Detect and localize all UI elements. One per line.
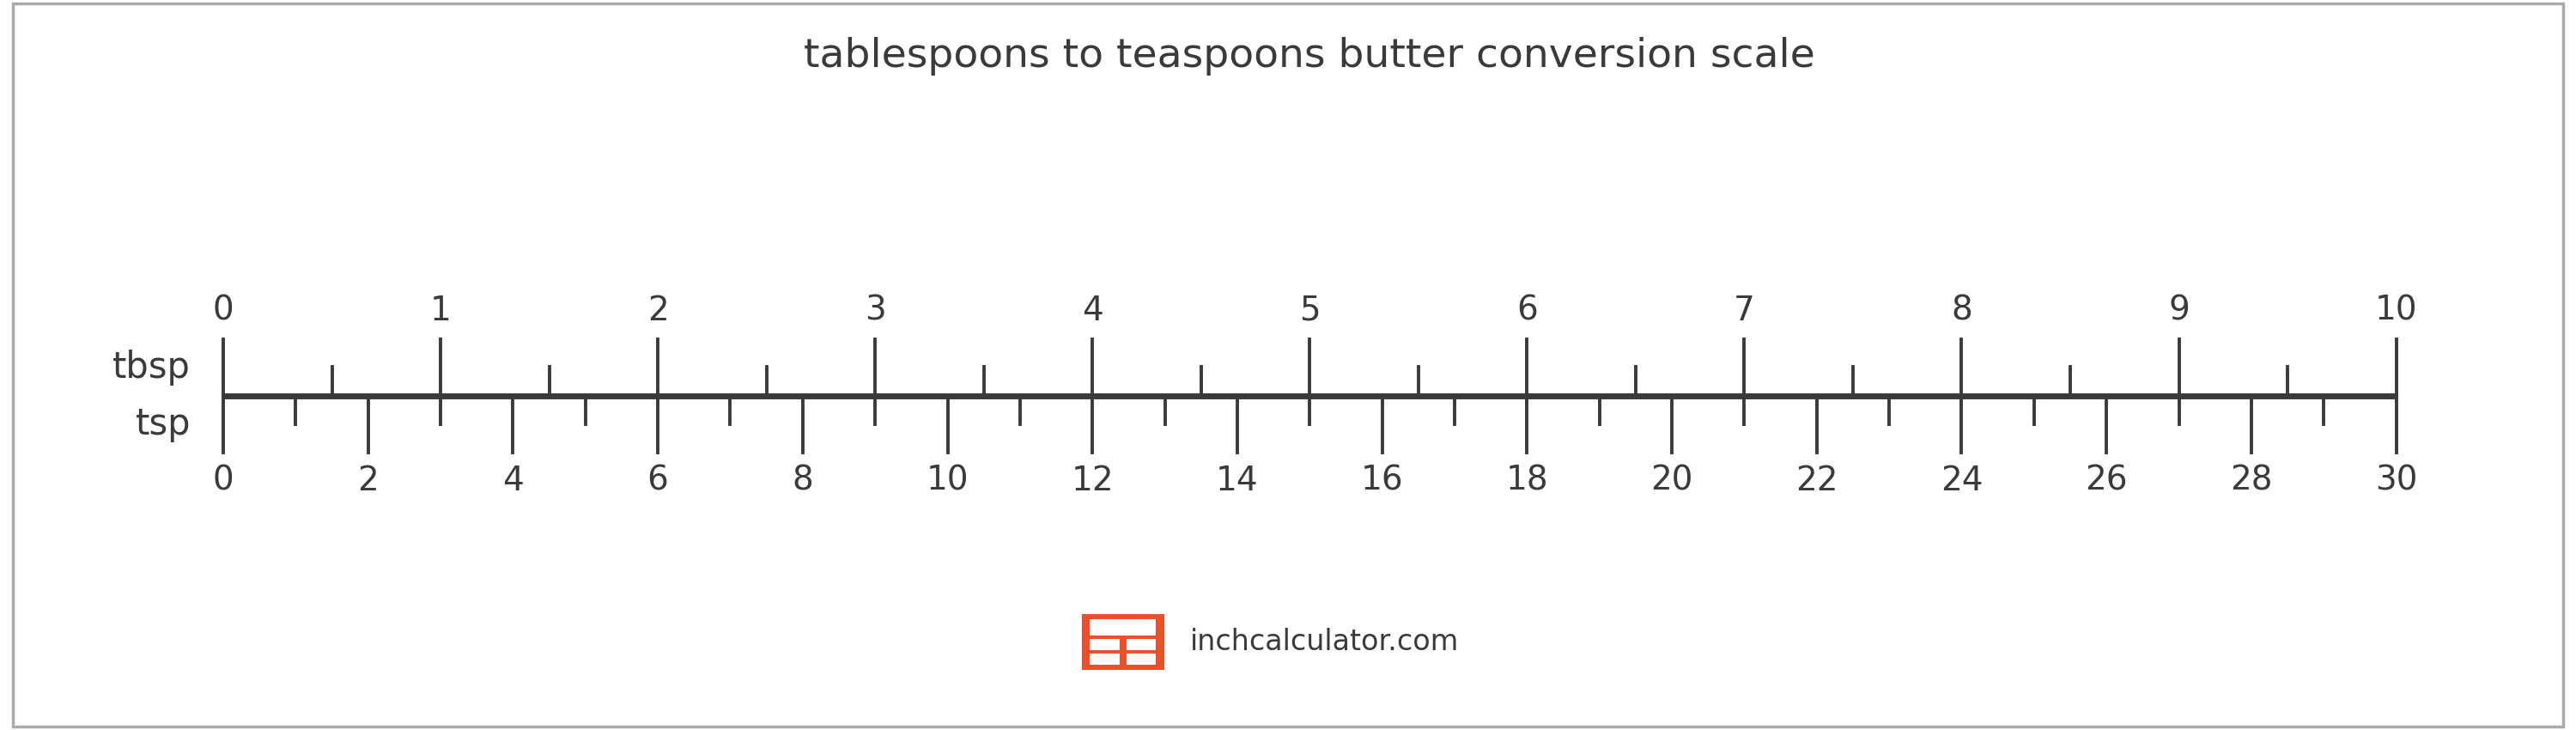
Text: 9: 9 (2169, 294, 2190, 327)
Text: 18: 18 (1507, 464, 1548, 497)
Text: inchcalculator.com: inchcalculator.com (1190, 628, 1458, 656)
FancyBboxPatch shape (1090, 619, 1157, 635)
Text: 10: 10 (2375, 294, 2416, 327)
Text: 28: 28 (2231, 464, 2272, 497)
Text: 4: 4 (502, 464, 523, 497)
Text: tablespoons to teaspoons butter conversion scale: tablespoons to teaspoons butter conversi… (804, 36, 1816, 75)
FancyBboxPatch shape (1090, 639, 1121, 650)
Text: 7: 7 (1734, 294, 1754, 327)
Text: 0: 0 (214, 464, 234, 497)
Text: 2: 2 (358, 464, 379, 497)
FancyBboxPatch shape (1090, 653, 1121, 664)
Text: 1: 1 (430, 294, 451, 327)
FancyBboxPatch shape (1082, 614, 1164, 670)
Text: 16: 16 (1360, 464, 1404, 497)
Text: 8: 8 (791, 464, 814, 497)
Text: 12: 12 (1072, 464, 1113, 497)
Text: 20: 20 (1651, 464, 1692, 497)
Text: 0: 0 (214, 294, 234, 327)
Text: 6: 6 (1517, 294, 1538, 327)
Text: 26: 26 (2084, 464, 2128, 497)
Text: tbsp: tbsp (113, 350, 191, 385)
Text: tsp: tsp (137, 406, 191, 442)
FancyBboxPatch shape (1126, 653, 1157, 664)
Text: 24: 24 (1940, 464, 1984, 497)
Text: 8: 8 (1950, 294, 1973, 327)
Text: 2: 2 (647, 294, 670, 327)
Text: 14: 14 (1216, 464, 1260, 497)
Text: 30: 30 (2375, 464, 2416, 497)
Text: 4: 4 (1082, 294, 1103, 327)
Text: 10: 10 (927, 464, 969, 497)
Text: 5: 5 (1298, 294, 1321, 327)
Text: 6: 6 (647, 464, 670, 497)
Text: 3: 3 (866, 294, 886, 327)
FancyBboxPatch shape (1126, 639, 1157, 650)
Text: 22: 22 (1795, 464, 1839, 497)
